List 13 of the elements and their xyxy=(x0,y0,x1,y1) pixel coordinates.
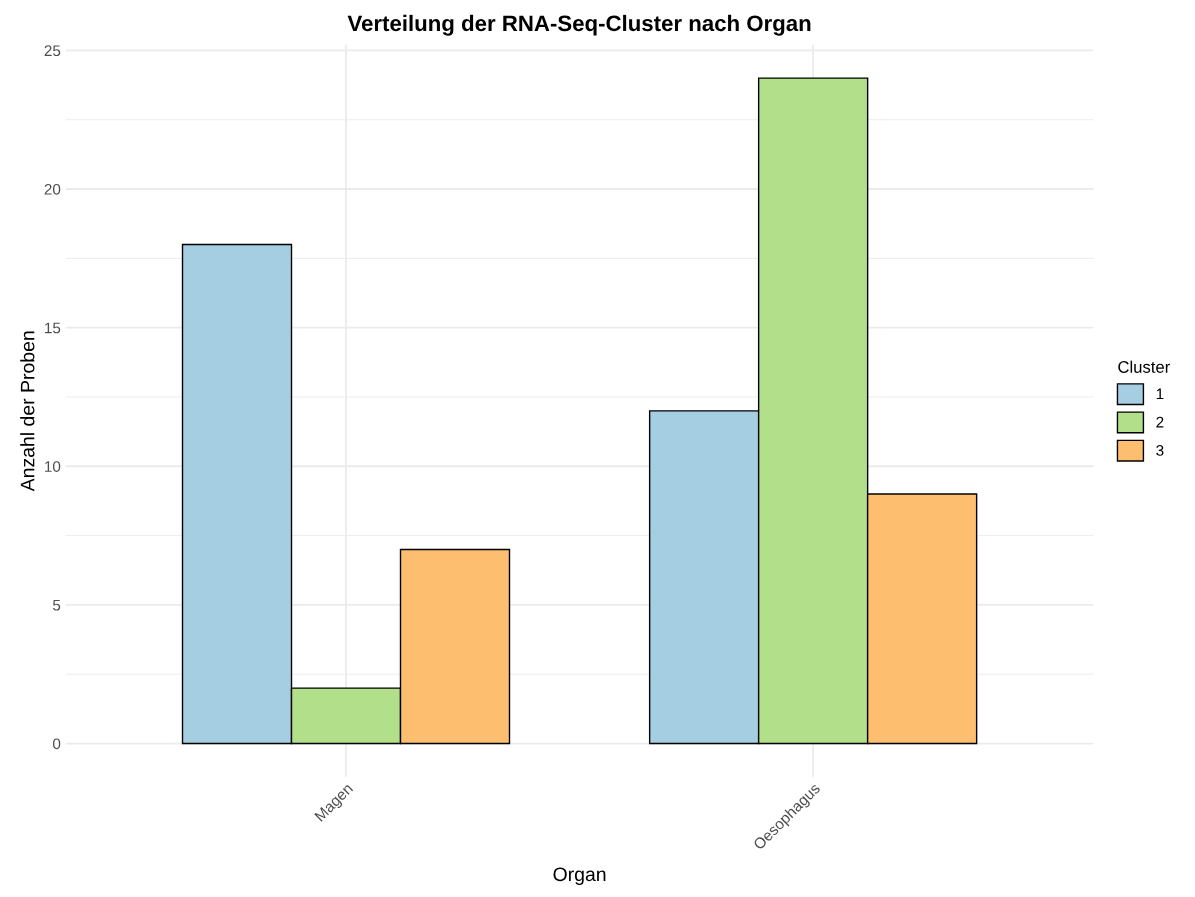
legend-label: 3 xyxy=(1156,444,1164,456)
legend-label: 1 xyxy=(1156,388,1164,400)
y-tick-label: 10 xyxy=(45,461,61,472)
chart-title: Verteilung der RNA-Seq-Cluster nach Organ xyxy=(347,14,811,36)
y-tick-label: 15 xyxy=(45,322,61,334)
legend-title: Cluster xyxy=(1118,360,1170,373)
legend-label: 2 xyxy=(1156,416,1164,428)
y-tick-label: 5 xyxy=(52,599,61,611)
y-tick-label: 0 xyxy=(52,738,61,750)
y-tick-label: 20 xyxy=(44,183,61,195)
y-axis-title: Anzahl der Proben xyxy=(20,331,35,492)
x-axis-title: Organ xyxy=(553,867,606,886)
y-tick-label: 25 xyxy=(44,45,61,57)
